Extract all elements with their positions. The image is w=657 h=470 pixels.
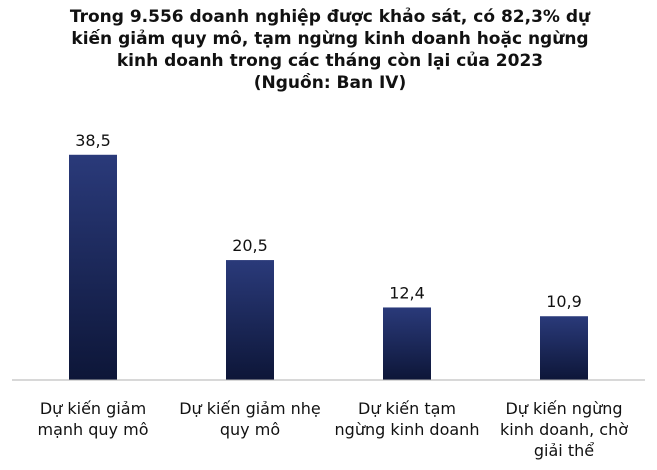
labels-layer: 38,5 Dự kiến giảm mạnh quy mô 20,5 Dự kiến g… bbox=[38, 131, 629, 460]
chart-title: Trong 9.556 doanh nghiệp được khảo sát, … bbox=[60, 6, 600, 94]
category-label-3-line-2: ngừng kinh doanh bbox=[335, 420, 480, 439]
bar-3 bbox=[383, 307, 431, 380]
data-label-2: 20,5 bbox=[232, 236, 268, 255]
category-label-2-line-2: quy mô bbox=[220, 420, 280, 439]
category-label-4-line-2: kinh doanh, chờ bbox=[500, 420, 628, 439]
category-label-1-line-1: Dự kiến giảm bbox=[40, 399, 146, 418]
category-label-3-line-1: Dự kiến tạm bbox=[358, 399, 456, 418]
bar-2 bbox=[226, 260, 274, 380]
data-label-1: 38,5 bbox=[75, 131, 111, 150]
bars-layer bbox=[69, 154, 588, 380]
chart-title-line-2: kiến giảm quy mô, tạm ngừng kinh doanh h… bbox=[71, 29, 589, 49]
category-label-1-line-2: mạnh quy mô bbox=[38, 420, 149, 439]
chart-source-line: (Nguồn: Ban IV) bbox=[253, 73, 407, 93]
category-label-2-line-1: Dự kiến giảm nhẹ bbox=[179, 399, 321, 418]
category-label-4-line-3: giải thể bbox=[534, 441, 594, 460]
category-label-4-line-1: Dự kiến ngừng bbox=[505, 399, 622, 418]
data-label-4: 10,9 bbox=[546, 292, 582, 311]
chart-title-line-1: Trong 9.556 doanh nghiệp được khảo sát, … bbox=[69, 7, 591, 27]
data-label-3: 12,4 bbox=[389, 283, 425, 302]
bar-4 bbox=[540, 316, 588, 380]
bar-1 bbox=[69, 154, 117, 380]
chart-title-line-3: kinh doanh trong các tháng còn lại của 2… bbox=[116, 51, 544, 71]
